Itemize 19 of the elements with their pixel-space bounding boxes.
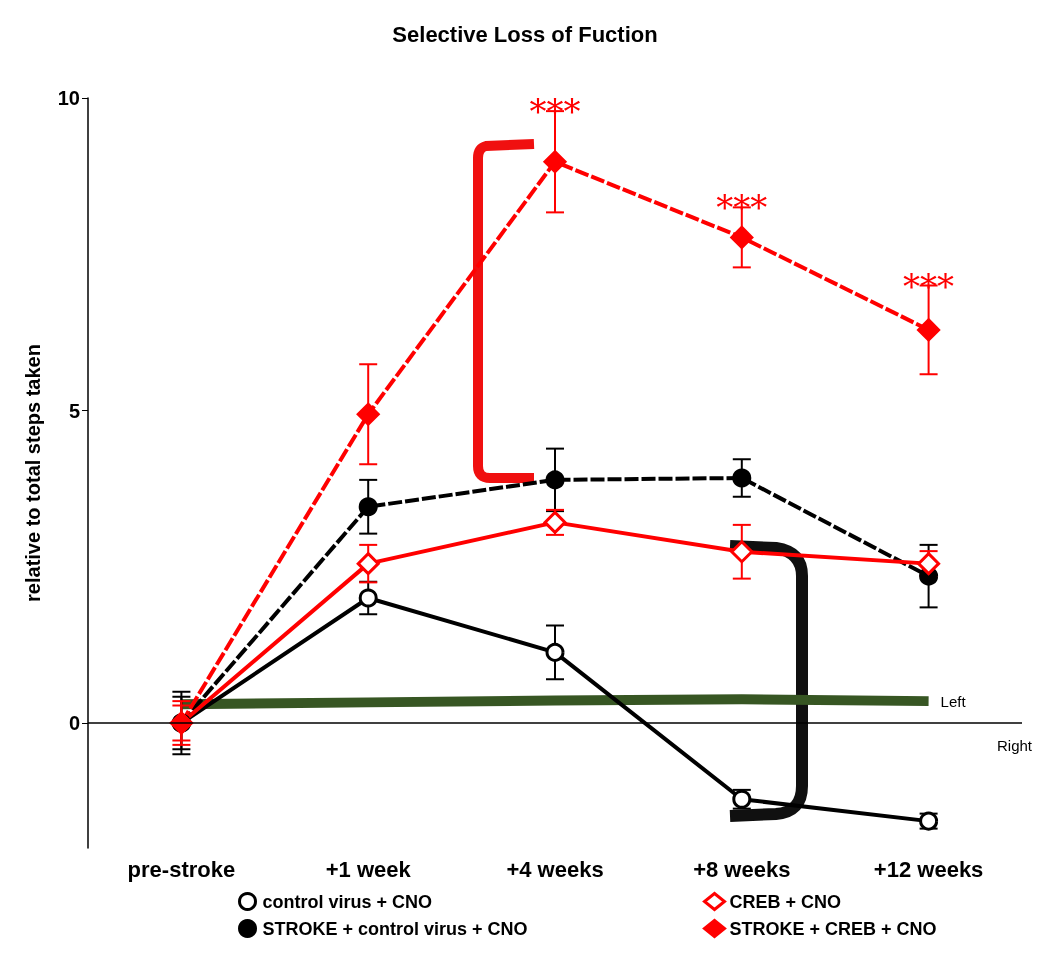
legend-label: control virus + CNO [262,891,433,912]
y-axis-title: relative to total steps taken [22,344,44,602]
x-tick-label: +1 week [325,856,412,882]
legend-label: STROKE + control virus + CNO [262,918,528,939]
y-tick-label: 5 [68,399,80,422]
chart-title: Selective Loss of Fuction [392,21,658,47]
annotation: *** [903,265,955,306]
x-tick-label: pre-stroke [127,856,236,882]
legend-label: CREB + CNO [729,891,842,912]
annotation: *** [716,187,768,228]
y-tick-label: 10 [57,87,80,109]
series-label: Left [940,692,967,710]
y-tick-label: 0 [68,712,80,734]
x-tick-label: +4 weeks [506,856,604,882]
x-tick-label: +8 weeks [693,856,791,882]
ref-line-label: Right [997,736,1033,754]
x-tick-label: +12 weeks [873,856,984,882]
annotation: *** [529,90,581,131]
legend-label: STROKE + CREB + CNO [729,918,937,939]
